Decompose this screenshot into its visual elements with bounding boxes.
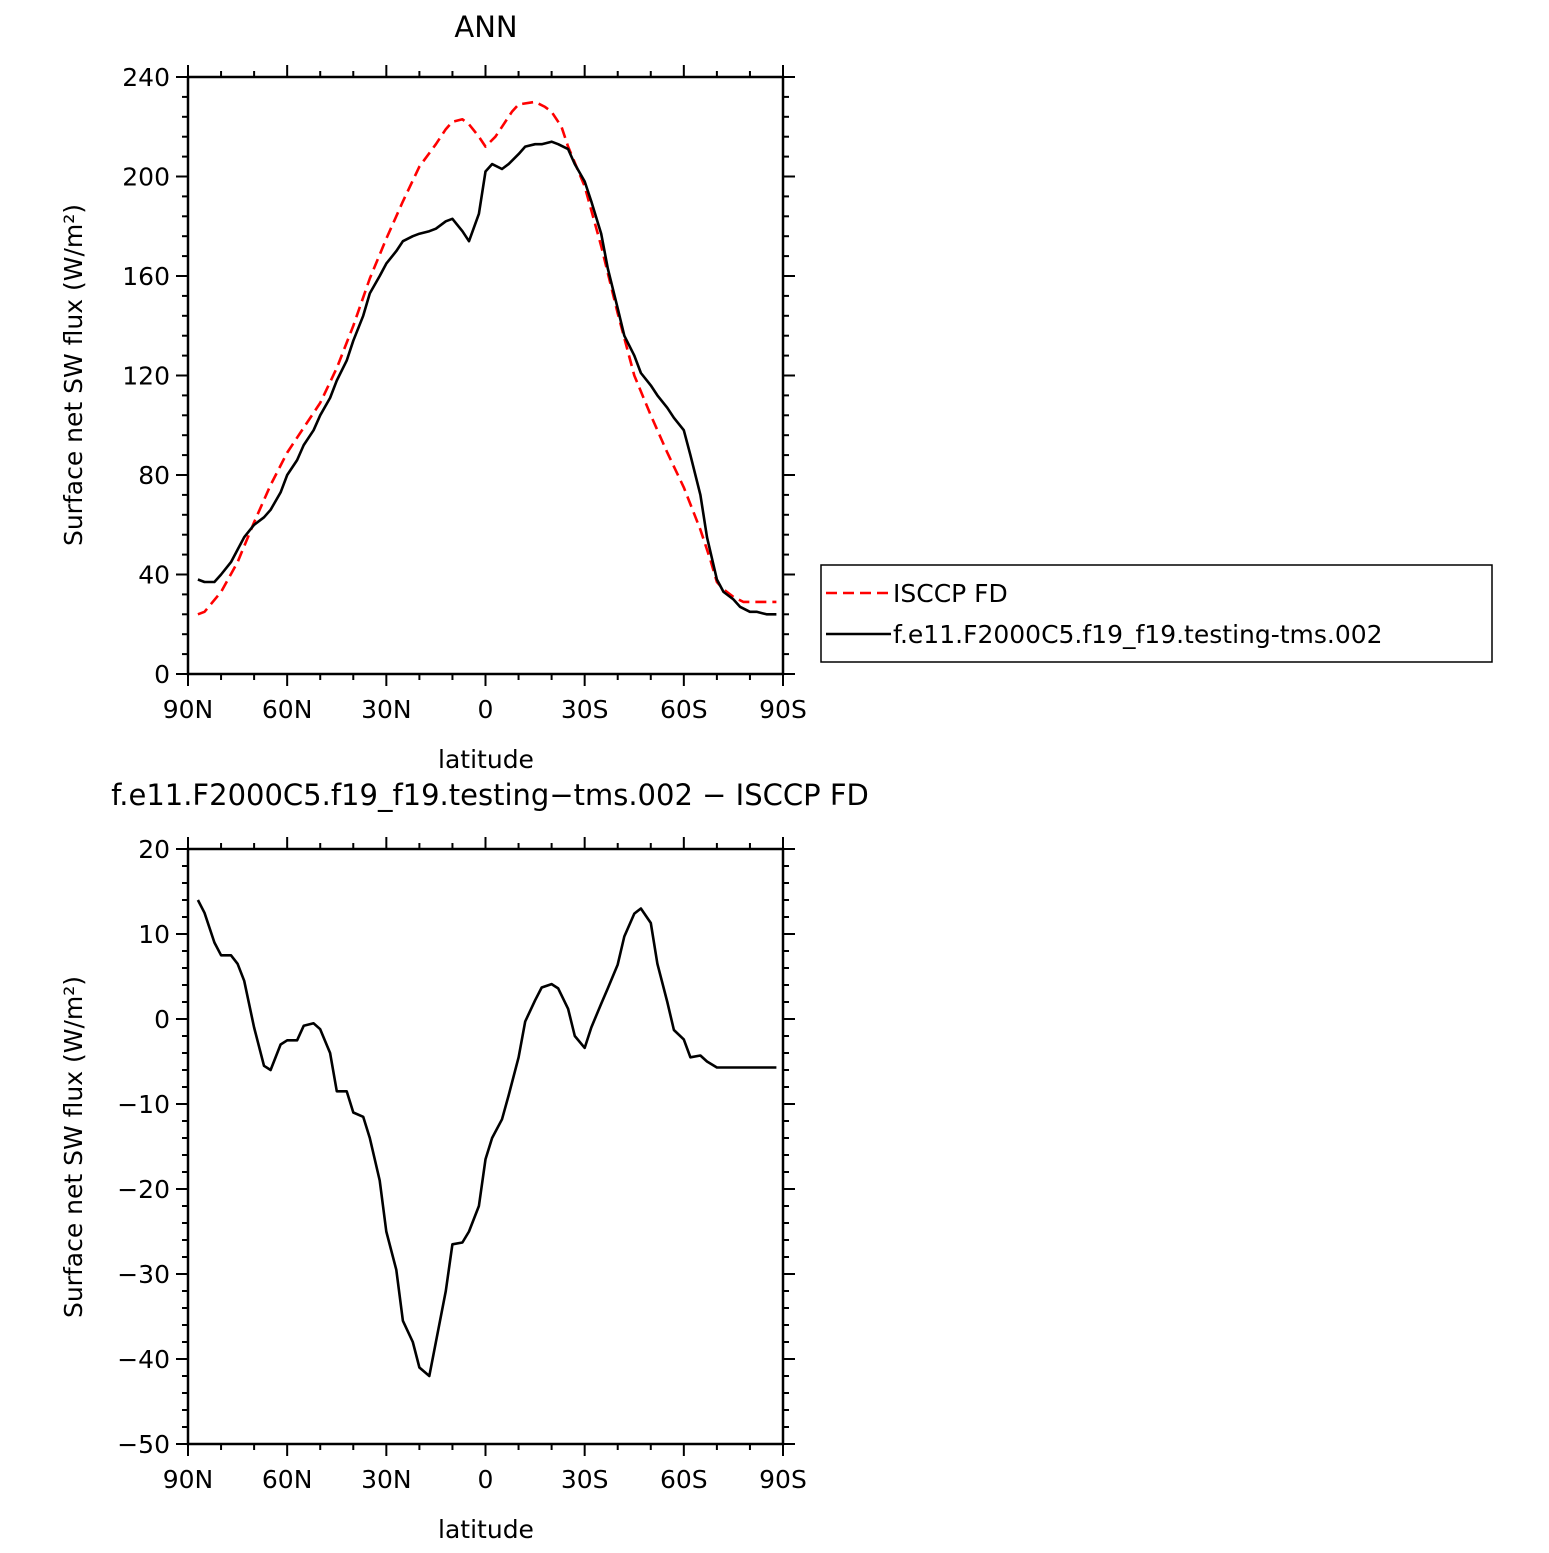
top-y-tick-label: 0	[154, 660, 170, 689]
top-x-tick-label: 60N	[262, 695, 313, 724]
bottom-y-tick-label: 20	[138, 835, 170, 864]
top-y-tick-label: 120	[122, 362, 170, 391]
bottom-y-tick-label: 10	[138, 920, 170, 949]
bottom-y-tick-label: 0	[154, 1005, 170, 1034]
bottom-x-tick-label: 30N	[361, 1465, 412, 1494]
top-chart-title: ANN	[454, 10, 517, 44]
legend-box	[820, 564, 1493, 663]
bottom-y-tick-label: −10	[117, 1090, 170, 1119]
bottom-x-tick-label: 30S	[561, 1465, 609, 1494]
top-series	[197, 100, 777, 616]
bottom-y-tick-label: −30	[117, 1260, 170, 1289]
top-x-tick-label: 60S	[660, 695, 708, 724]
bottom-y-axis-label: Surface net SW flux (W/m²)	[59, 976, 88, 1318]
bottom-x-tick-label: 90S	[759, 1465, 807, 1494]
top-y-tick-label: 240	[122, 63, 170, 92]
top-y-tick-label: 200	[122, 163, 170, 192]
bottom-y-tick-label: −40	[117, 1345, 170, 1374]
bottom-x-tick-label: 90N	[163, 1465, 214, 1494]
top-x-tick-label: 0	[478, 695, 494, 724]
top-x-tick-label: 30S	[561, 695, 609, 724]
top-x-tick-label: 90N	[163, 695, 214, 724]
legend: ISCCP FD f.e11.F2000C5.f19_f19.testing-t…	[820, 564, 1493, 663]
top-series-line-1	[197, 140, 777, 616]
top-ticks: 0 40 80 120 160 200 240 90N 60N 30N 0 30S 60S 90S	[122, 63, 807, 724]
top-y-axis-label: Surface net SW flux (W/m²)	[59, 204, 88, 546]
bottom-chart: f.e11.F2000C5.f19_f19.testing−tms.002 − …	[59, 778, 869, 1544]
top-y-tick-label: 40	[138, 561, 170, 590]
top-y-tick-label: 160	[122, 262, 170, 291]
top-y-tick-label: 80	[138, 461, 170, 490]
bottom-ticks: −50 −40 −30 −20 −10 0 10 20 90N 60N 30N 0 30S 60S 90S	[117, 835, 807, 1494]
bottom-series	[196, 899, 777, 1378]
bottom-x-tick-label: 60S	[660, 1465, 708, 1494]
top-x-axis-label: latitude	[438, 745, 534, 774]
top-chart: ANN 0 40 80 120 160 200 240 90N 60N 30N 0 30S 60S 90S…	[59, 10, 807, 774]
bottom-x-tick-label: 0	[478, 1465, 494, 1494]
bottom-y-tick-label: −20	[117, 1175, 170, 1204]
bottom-x-axis-label: latitude	[438, 1515, 534, 1544]
bottom-plot-frame	[186, 847, 785, 1446]
bottom-chart-title: f.e11.F2000C5.f19_f19.testing−tms.002 − …	[111, 778, 869, 812]
bottom-series-line-0	[196, 899, 777, 1378]
top-x-tick-label: 30N	[361, 695, 412, 724]
legend-label-isccp: ISCCP FD	[893, 579, 1008, 608]
top-series-line-0	[197, 100, 777, 616]
top-plot-frame	[186, 75, 785, 676]
bottom-y-tick-label: −50	[117, 1430, 170, 1459]
legend-label-model: f.e11.F2000C5.f19_f19.testing-tms.002	[893, 620, 1383, 649]
top-x-tick-label: 90S	[759, 695, 807, 724]
bottom-x-tick-label: 60N	[262, 1465, 313, 1494]
